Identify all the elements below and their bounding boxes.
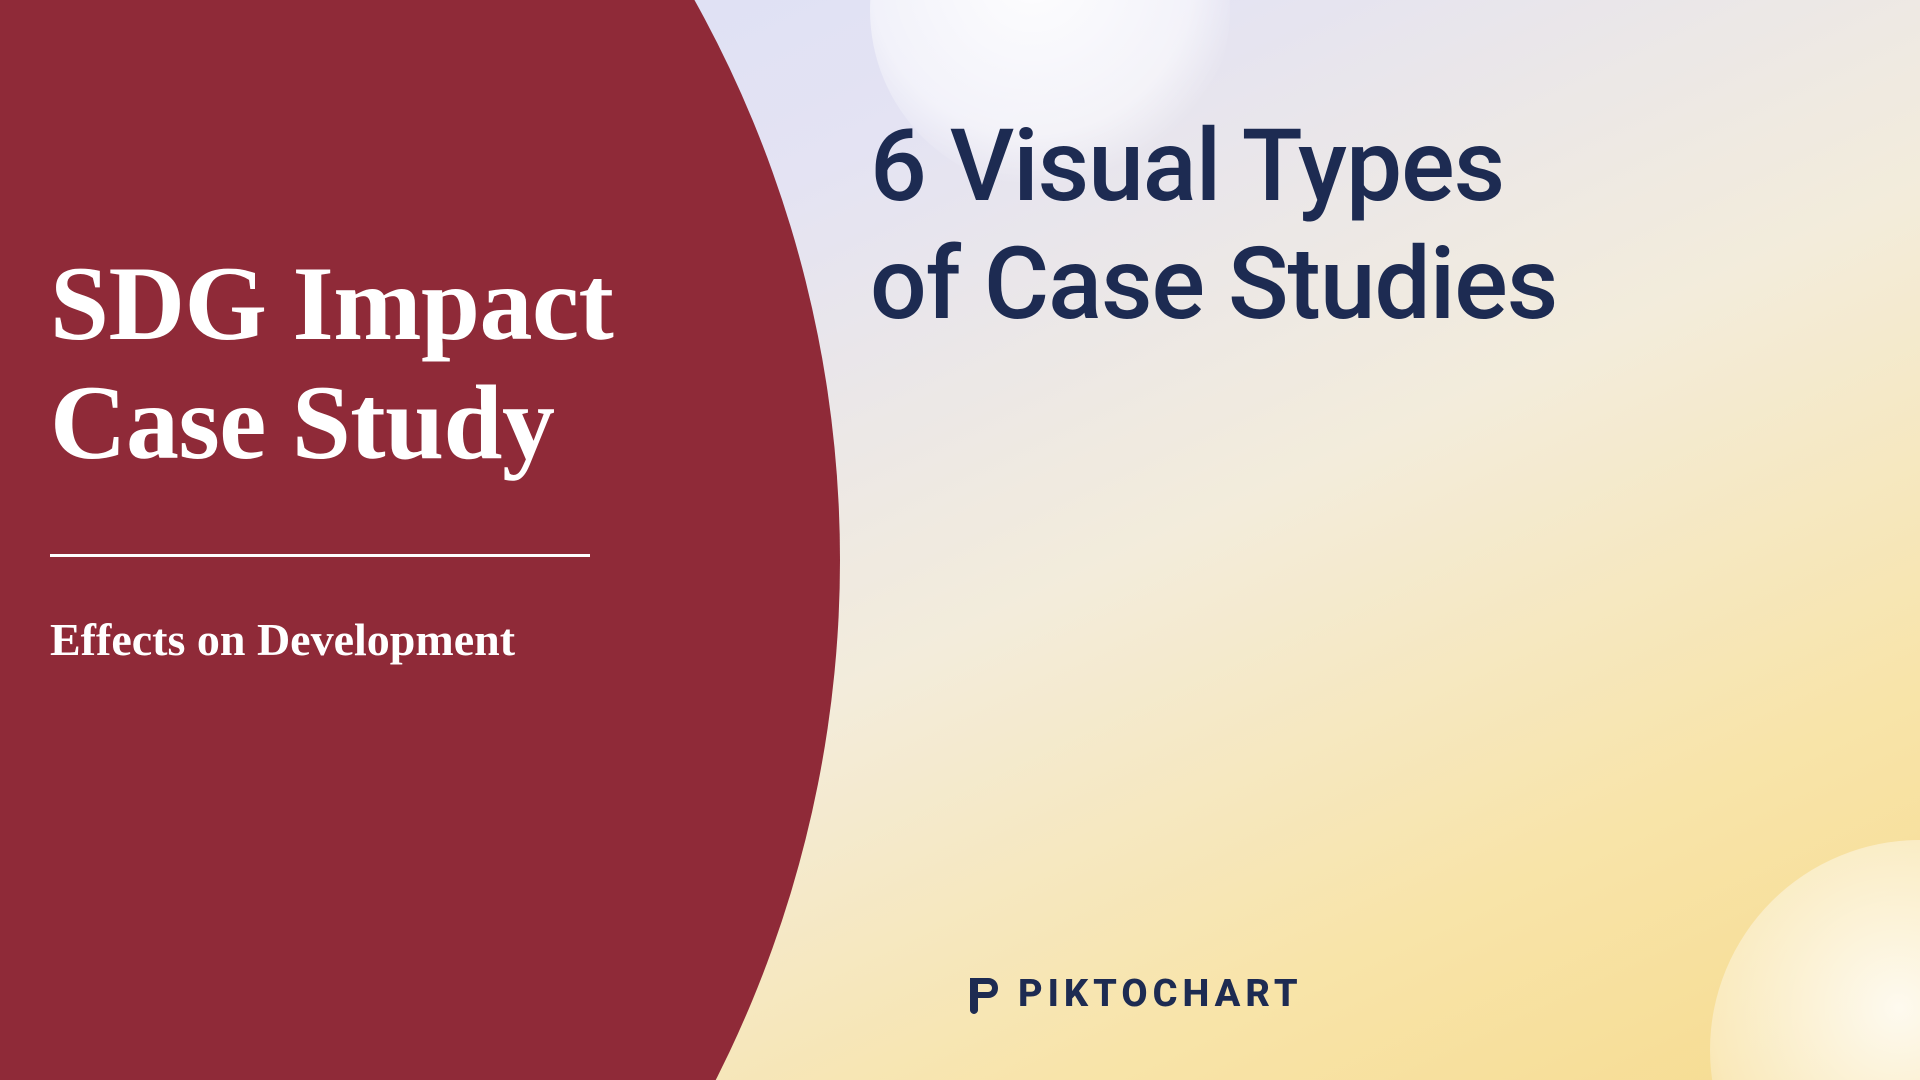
left-title: SDG Impact Case Study: [50, 245, 613, 482]
left-panel: SDG Impact Case Study Effects on Develop…: [50, 245, 613, 666]
piktochart-logo-icon: [960, 972, 1004, 1016]
left-title-line1: SDG Impact: [50, 245, 613, 364]
brand-name: PIKTOCHART: [1018, 972, 1303, 1016]
right-title-line2: of Case Studies: [870, 226, 1557, 344]
background-bubble-bottom: [1710, 840, 1920, 1080]
right-title-line1: 6 Visual Types: [870, 108, 1557, 226]
slide-canvas: SDG Impact Case Study Effects on Develop…: [0, 0, 1920, 1080]
left-divider: [50, 554, 590, 557]
left-title-line2: Case Study: [50, 364, 613, 483]
left-subtitle: Effects on Development: [50, 613, 613, 666]
brand-logo: PIKTOCHART: [960, 972, 1303, 1016]
right-title: 6 Visual Types of Case Studies: [870, 108, 1557, 344]
